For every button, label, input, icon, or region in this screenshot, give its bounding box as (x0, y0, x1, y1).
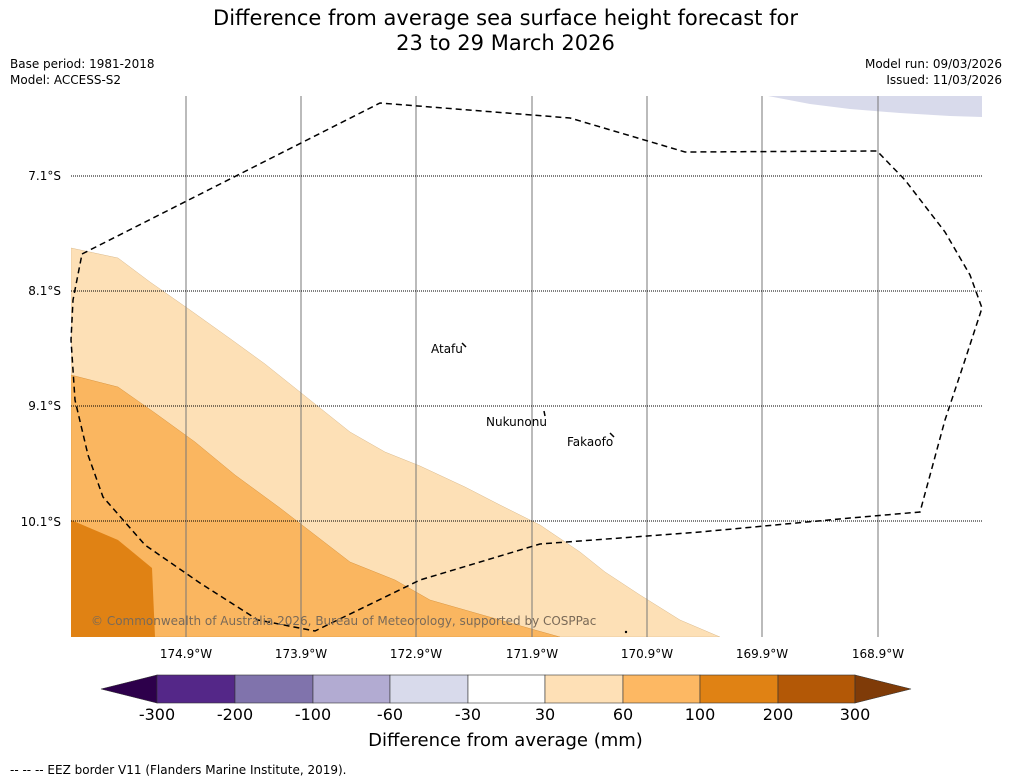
colorbar-tick-30: 30 (534, 705, 556, 724)
colorbar-tick-200: 200 (762, 705, 794, 724)
colorbar-tick-neg200: -200 (216, 705, 254, 724)
lat-label-9-1: 9.1°S (28, 399, 61, 413)
atafu-island-mark (461, 342, 467, 348)
issued-date: Issued: 11/03/2026 (886, 73, 1002, 87)
colorbar-label: Difference from average (mm) (368, 730, 643, 751)
base-period: Base period: 1981-2018 (10, 57, 155, 71)
colorbar-tick-100: 100 (684, 705, 716, 724)
lon-label-168-9: 168.9°W (851, 647, 905, 661)
fakaofo-island-mark (609, 432, 615, 438)
place-fakaofo: Fakaofo (567, 435, 614, 449)
place-nukunonu: Nukunonu (486, 415, 547, 429)
lon-label-173-9: 173.9°W (274, 647, 328, 661)
lat-label-7-1: 7.1°S (28, 169, 61, 183)
copyright-notice: © Commonwealth of Australia 2026, Bureau… (91, 614, 597, 628)
colorbar-tick-neg300: -300 (138, 705, 176, 724)
eez-border (70, 102, 983, 632)
colorbar-tick-60: 60 (612, 705, 634, 724)
anomaly-band-neg (768, 96, 982, 117)
map-fill-layer (71, 96, 982, 637)
meta-left: Base period: 1981-2018 Model: ACCESS-S2 (10, 56, 155, 88)
model-run: Model run: 09/03/2026 (864, 57, 1002, 71)
lat-label-8-1: 8.1°S (28, 284, 61, 298)
lon-label-174-9: 174.9°W (159, 647, 213, 661)
colorbar-tick-neg60: -60 (376, 705, 404, 724)
lon-label-171-9: 171.9°W (505, 647, 559, 661)
eez-legend-note: -- -- -- EEZ border V11 (Flanders Marine… (10, 763, 347, 777)
title-line-2: 23 to 29 March 2026 (396, 31, 615, 55)
colorbar-tick-300: 300 (839, 705, 871, 724)
lon-label-169-9: 169.9°W (735, 647, 789, 661)
lat-label-10-1: 10.1°S (20, 515, 61, 529)
title-line-1: Difference from average sea surface heig… (213, 6, 798, 30)
meta-right: Model run: 09/03/2026 Issued: 11/03/2026 (865, 56, 1002, 88)
nukunonu-island-mark (543, 410, 546, 417)
lon-label-170-9: 170.9°W (620, 647, 674, 661)
chart-title: Difference from average sea surface heig… (0, 6, 1011, 56)
colorbar-tick-neg100: -100 (294, 705, 332, 724)
lon-label-172-9: 172.9°W (389, 647, 443, 661)
place-atafu: Atafu (431, 342, 463, 356)
anomaly-band-100-200 (71, 520, 155, 637)
colorbar-tick-neg30: -30 (454, 705, 482, 724)
model-name: Model: ACCESS-S2 (10, 73, 122, 87)
small-island-dot (624, 630, 628, 634)
anomaly-band-60-100 (71, 374, 561, 637)
